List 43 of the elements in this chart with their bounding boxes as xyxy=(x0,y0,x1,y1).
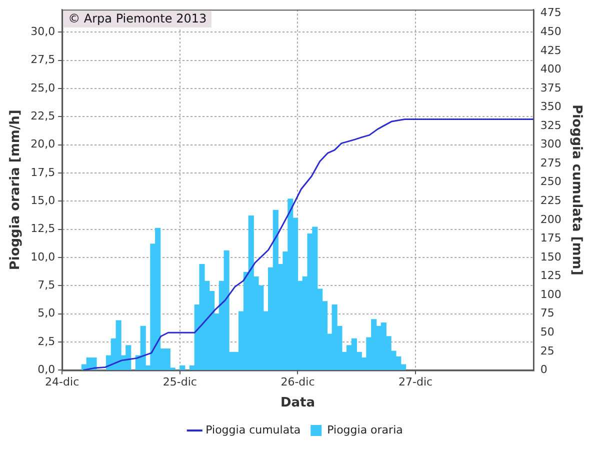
y-tick-label: 15,0 xyxy=(30,194,56,208)
y-tick-label: 2,5 xyxy=(38,334,56,348)
y2-tick-label: 25 xyxy=(540,344,554,358)
y2-tick-label: 100 xyxy=(540,288,562,301)
y2-tick-label: 50 xyxy=(540,325,554,338)
y2-tick-label: 475 xyxy=(540,6,562,20)
y2-tick-label: 175 xyxy=(540,232,562,245)
y2-axis-title: Pioggia cumulata [mm] xyxy=(568,104,584,276)
y2-tick-label: 425 xyxy=(540,44,562,57)
y2-tick-label: 75 xyxy=(540,306,554,320)
y2-tick-label: 300 xyxy=(540,138,562,151)
y2-tick-label: 225 xyxy=(540,194,562,208)
y2-tick-label: 350 xyxy=(540,100,562,114)
x-axis-title: Data xyxy=(280,396,316,411)
y2-tick-label: 125 xyxy=(540,269,562,282)
y-axis-title: Pioggia oraria [mm/h] xyxy=(8,110,24,270)
y2-tick-label: 450 xyxy=(540,24,562,38)
y-tick-label: 0,0 xyxy=(38,363,56,376)
y2-tick-label: 200 xyxy=(540,212,562,226)
y-tick-label: 25,0 xyxy=(30,81,56,94)
legend-label: Pioggia oraria xyxy=(327,423,403,436)
y-tick-label: 17,5 xyxy=(30,166,56,179)
y2-tick-label: 0 xyxy=(540,363,548,376)
y-tick-label: 27,5 xyxy=(30,53,56,66)
y2-tick-label: 150 xyxy=(540,250,562,264)
y-tick-label: 12,5 xyxy=(30,222,56,236)
y-tick-label: 20,0 xyxy=(30,138,56,151)
annotation: © Arpa Piemonte 2013 xyxy=(68,12,207,26)
y-tick-label: 7,5 xyxy=(38,278,56,292)
x-tick-label: 26-dic xyxy=(280,376,315,389)
y2-tick-label: 325 xyxy=(540,118,562,132)
y2-tick-label: 400 xyxy=(540,62,562,76)
x-tick-label: 27-dic xyxy=(398,376,433,389)
y-tick-label: 10,0 xyxy=(30,250,56,264)
y2-tick-label: 250 xyxy=(540,175,562,188)
y-tick-label: 22,5 xyxy=(30,110,56,123)
y2-tick-label: 275 xyxy=(540,156,562,170)
y-tick-label: 5,0 xyxy=(38,306,56,320)
x-tick-label: 24-dic xyxy=(45,376,80,389)
x-tick-label: 25-dic xyxy=(162,376,197,389)
y2-tick-label: 375 xyxy=(540,81,562,94)
y-tick-label: 30,0 xyxy=(30,24,56,38)
legend-label: Pioggia cumulata xyxy=(206,423,301,436)
